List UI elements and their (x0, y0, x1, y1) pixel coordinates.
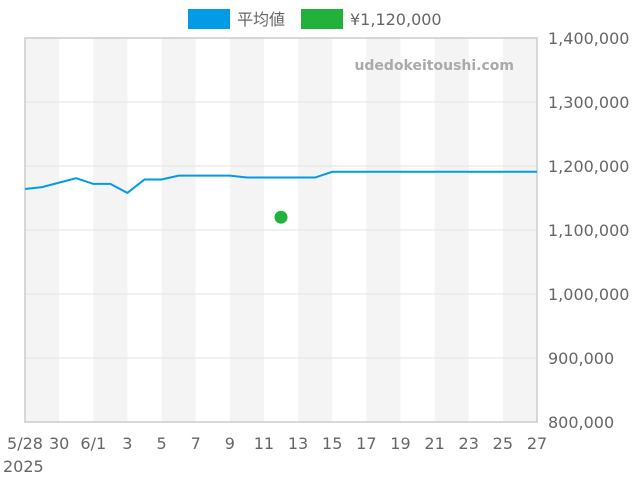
legend: 平均値 ¥1,120,000 (188, 9, 442, 29)
price-data-point (274, 210, 288, 224)
x-tick-label: 15 (322, 434, 342, 453)
y-tick-label: 900,000 (548, 349, 614, 368)
x-axis: 5/28 30 6/1 3 5 7 9 11 13 15 17 19 21 23 25 27 (7, 434, 547, 453)
y-tick-label: 1,300,000 (548, 93, 629, 112)
x-tick-label: 27 (527, 434, 547, 453)
legend-label-average[interactable]: 平均値 (237, 10, 285, 29)
x-tick-label: 21 (424, 434, 444, 453)
legend-swatch-price[interactable] (301, 9, 343, 29)
y-tick-label: 800,000 (548, 413, 614, 432)
x-tick-label: 6/1 (80, 434, 106, 453)
legend-swatch-average[interactable] (188, 9, 230, 29)
plot-border (24, 37, 538, 423)
x-tick-label: 25 (493, 434, 513, 453)
average-price-line (24, 170, 537, 195)
x-tick-label: 13 (288, 434, 308, 453)
y-tick-label: 1,200,000 (548, 157, 629, 176)
watermark: udedokeitoushi.com (354, 58, 514, 74)
series-layer (24, 170, 537, 224)
x-tick-label: 23 (459, 434, 479, 453)
y-tick-label: 1,000,000 (548, 285, 629, 304)
x-tick-label: 11 (254, 434, 274, 453)
x-tick-label: 5 (156, 434, 166, 453)
x-tick-label: 17 (356, 434, 376, 453)
y-tick-label: 1,400,000 (548, 29, 629, 48)
x-tick-label: 30 (49, 434, 69, 453)
x-tick-label: 7 (191, 434, 201, 453)
x-tick-label: 19 (390, 434, 410, 453)
x-tick-label: 5/28 (7, 434, 43, 453)
x-year-label: 2025 (3, 457, 44, 476)
x-tick-label: 9 (225, 434, 235, 453)
legend-label-price[interactable]: ¥1,120,000 (350, 10, 442, 29)
x-tick-label: 3 (122, 434, 132, 453)
y-axis: 1,400,000 1,300,000 1,200,000 1,100,000 1,00… (548, 29, 629, 432)
y-tick-label: 1,100,000 (548, 221, 629, 240)
